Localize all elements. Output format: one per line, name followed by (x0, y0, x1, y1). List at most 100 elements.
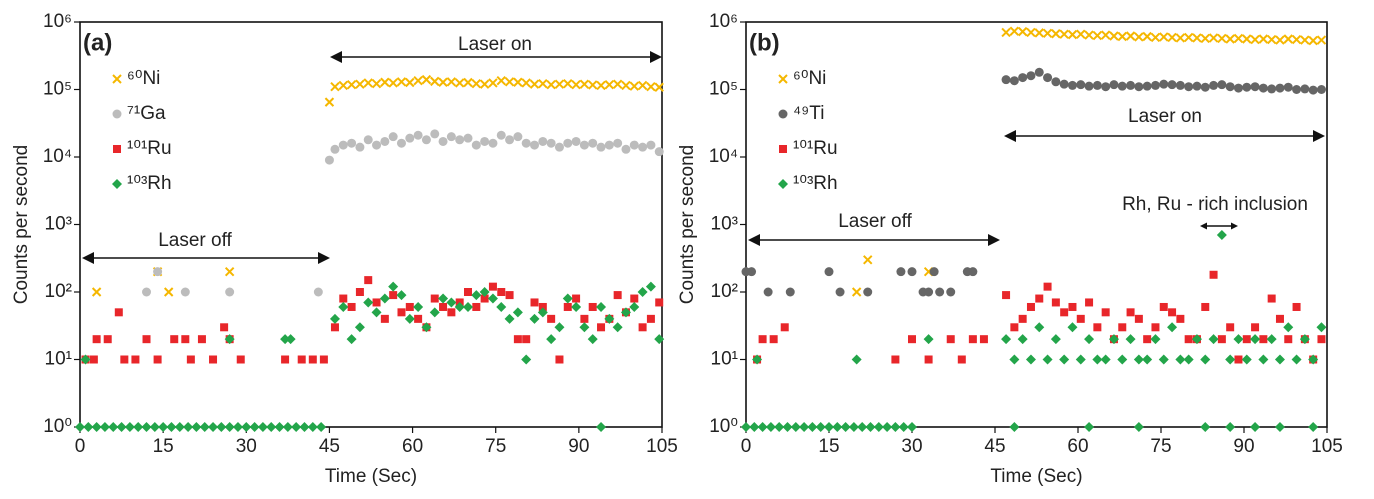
point (882, 422, 893, 432)
point (1167, 322, 1178, 333)
point (747, 267, 757, 277)
plot-frame (745, 21, 1328, 428)
point (924, 355, 933, 364)
point (1217, 80, 1227, 90)
point (863, 255, 873, 265)
point (873, 422, 884, 432)
point (421, 135, 431, 145)
point (1126, 308, 1135, 317)
point (346, 334, 357, 345)
point (1274, 354, 1285, 365)
point (1101, 82, 1111, 92)
point (505, 291, 514, 300)
x-tick-label: 105 (646, 436, 678, 457)
x-tick-label: 105 (1311, 436, 1343, 457)
point (257, 422, 268, 432)
legend-item: ⁶⁰Ni (778, 68, 826, 89)
arrow-head (650, 51, 662, 63)
point (530, 298, 539, 307)
point (1250, 34, 1260, 45)
point (563, 302, 572, 311)
point (1075, 354, 1086, 365)
point (463, 77, 473, 88)
point (232, 422, 243, 432)
point (447, 308, 456, 317)
point (546, 138, 556, 148)
point (946, 335, 955, 344)
legend-label: ¹⁰³Rh (793, 173, 838, 194)
point (363, 297, 374, 308)
point (1159, 302, 1168, 311)
annotation: Laser off (158, 230, 232, 251)
point (249, 422, 260, 432)
point (371, 307, 382, 318)
point (522, 335, 531, 344)
point (91, 287, 102, 297)
point (596, 142, 606, 152)
point (621, 144, 631, 154)
point (413, 301, 424, 312)
point (1208, 33, 1219, 43)
point (396, 77, 407, 87)
point (763, 287, 773, 297)
point (1258, 34, 1269, 44)
point (186, 355, 195, 364)
point (580, 314, 589, 323)
point (241, 422, 252, 432)
point (413, 130, 423, 140)
point (224, 266, 235, 277)
y-tick-label: 10² (45, 281, 72, 302)
point (1108, 334, 1119, 345)
point (907, 422, 917, 432)
point (1042, 354, 1053, 365)
point (396, 290, 407, 301)
point (347, 138, 357, 148)
point (1109, 80, 1119, 90)
point (91, 422, 102, 432)
point (579, 322, 590, 333)
point (266, 422, 277, 432)
y-axis-label: Counts per second (11, 145, 32, 305)
point (1026, 71, 1036, 81)
point (1068, 302, 1077, 311)
point (299, 422, 310, 432)
point (120, 355, 129, 364)
point (1242, 34, 1252, 44)
y-tick-label: 10⁵ (43, 79, 72, 100)
point (464, 288, 472, 296)
point (513, 132, 523, 142)
point (563, 138, 573, 148)
point (935, 287, 945, 297)
point (124, 422, 135, 432)
point (355, 142, 365, 152)
legend-marker (112, 179, 122, 189)
point (446, 77, 457, 87)
point (116, 422, 127, 432)
point (1234, 355, 1243, 364)
point (1292, 85, 1302, 94)
point (1258, 83, 1268, 93)
point (208, 422, 219, 432)
point (1060, 308, 1069, 317)
point (1308, 354, 1319, 365)
point (504, 77, 515, 87)
x-tick-label: 0 (75, 436, 86, 457)
legend-marker (779, 145, 787, 153)
point (596, 80, 606, 91)
point (785, 287, 795, 297)
point (1191, 334, 1202, 345)
point (555, 355, 564, 364)
point (1316, 35, 1327, 45)
point (1274, 422, 1285, 432)
point (1275, 35, 1285, 45)
point (1233, 33, 1244, 44)
point (799, 422, 810, 432)
point (430, 76, 440, 87)
point (114, 308, 123, 317)
point (513, 335, 522, 344)
x-tick-label: 75 (1150, 436, 1171, 457)
point (142, 335, 151, 344)
point (596, 301, 607, 312)
point (1051, 29, 1061, 39)
